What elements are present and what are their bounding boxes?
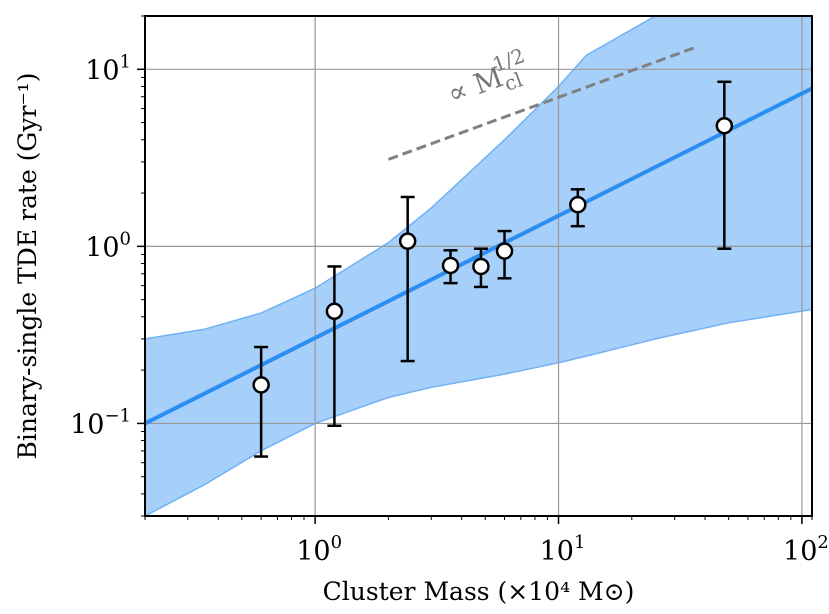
data-point-layer: [252, 116, 734, 394]
errorbar: [327, 265, 342, 428]
grid-layer: [145, 16, 812, 516]
data-point: [495, 242, 514, 260]
reference-line-layer: [387, 46, 695, 161]
x-tick-label: 101: [540, 532, 586, 567]
data-point: [472, 257, 490, 276]
reference-line-label: ∝ Mcl1/2: [440, 43, 535, 115]
y-tick-label-base: 10: [85, 232, 119, 263]
y-tick-label-base: 10: [85, 55, 119, 86]
errorbar: [400, 195, 415, 363]
x-tick-label-exponent: 2: [817, 532, 828, 553]
plot-frame: [144, 15, 813, 517]
x-tick-label-exponent: 1: [574, 532, 585, 553]
data-point: [252, 376, 270, 394]
reference-line: [387, 46, 695, 161]
y-axis-label: Binary-single TDE rate (Gyr⁻¹): [13, 73, 42, 460]
y-tick-label-base: 10: [70, 409, 104, 440]
y-tick-label: 10−1: [70, 405, 131, 440]
fit-line: [144, 86, 813, 426]
y-tick-label: 101: [85, 51, 131, 86]
y-tick-label: 100: [85, 228, 131, 263]
errorbar: [254, 345, 269, 458]
x-axis-label: Cluster Mass (×10⁴ M⊙): [323, 577, 635, 606]
errorbar: [717, 80, 732, 250]
y-tick-label-exponent: 0: [120, 228, 131, 249]
data-point: [569, 195, 587, 214]
x-tick-label-exponent: 0: [331, 532, 342, 553]
data-point: [325, 302, 344, 321]
data-point: [441, 256, 460, 275]
y-tick-label-exponent: −1: [104, 405, 131, 426]
data-point: [715, 116, 734, 135]
x-tick-label: 102: [783, 532, 829, 567]
fit-line-layer: [144, 86, 813, 426]
x-tick-label-base: 10: [783, 536, 817, 567]
reference-label-superscript: 1/2: [489, 43, 527, 77]
x-tick-label: 100: [296, 532, 342, 567]
data-point: [398, 232, 417, 250]
x-tick-label-base: 10: [296, 536, 330, 567]
x-tick-label-base: 10: [540, 536, 574, 567]
y-tick-label-exponent: 1: [120, 51, 131, 72]
